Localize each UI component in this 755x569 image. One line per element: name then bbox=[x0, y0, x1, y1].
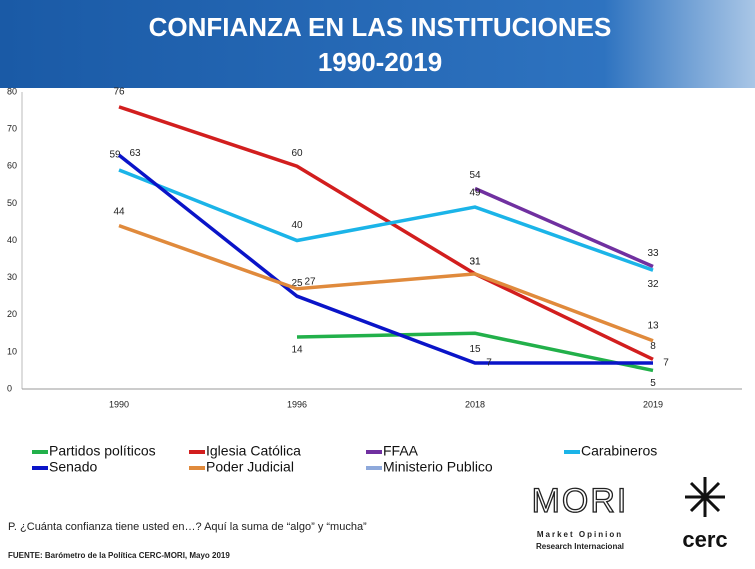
y-tick-label: 40 bbox=[7, 235, 17, 245]
data-label: 54 bbox=[469, 170, 481, 181]
y-tick-label: 60 bbox=[7, 161, 17, 171]
data-label: 32 bbox=[647, 279, 659, 290]
source: FUENTE: Barómetro de la Política CERC-MO… bbox=[8, 551, 230, 560]
legend-label: FFAA bbox=[383, 443, 419, 459]
legend-label: Iglesia Católica bbox=[206, 443, 301, 459]
x-tick-label: 1996 bbox=[287, 399, 307, 409]
x-tick-label: 1990 bbox=[109, 399, 129, 409]
x-tick-label: 2019 bbox=[643, 399, 663, 409]
logo-mori-line2: Research Internacional bbox=[536, 542, 624, 551]
logo-mori-line1: Market Opinion bbox=[537, 530, 623, 539]
data-label: 13 bbox=[647, 320, 659, 331]
legend-label: Carabineros bbox=[581, 443, 657, 459]
data-label: 76 bbox=[113, 86, 125, 97]
y-tick-label: 20 bbox=[7, 309, 17, 319]
data-label: 44 bbox=[113, 206, 125, 217]
x-tick-label: 2018 bbox=[465, 399, 485, 409]
legend-label: Partidos políticos bbox=[49, 443, 156, 459]
y-tick-label: 50 bbox=[7, 198, 17, 208]
question: P. ¿Cuánta confianza tiene usted en…? Aq… bbox=[8, 521, 367, 533]
data-label: 27 bbox=[304, 276, 316, 287]
data-label: 15 bbox=[469, 344, 481, 355]
legend-label: Senado bbox=[49, 459, 97, 475]
chart-title: CONFIANZA EN LAS INSTITUCIONES bbox=[149, 12, 612, 42]
data-label: 14 bbox=[291, 345, 303, 356]
logo-mori: MORI bbox=[532, 482, 629, 520]
data-label: 33 bbox=[647, 248, 659, 259]
data-label: 7 bbox=[486, 358, 492, 369]
y-tick-label: 10 bbox=[7, 346, 17, 356]
data-label: 7 bbox=[663, 358, 669, 369]
chart-subtitle: 1990-2019 bbox=[318, 47, 442, 77]
y-tick-label: 70 bbox=[7, 124, 17, 134]
data-label: 63 bbox=[129, 148, 141, 159]
data-label: 31 bbox=[469, 257, 481, 268]
data-label: 40 bbox=[291, 220, 303, 231]
y-tick-label: 80 bbox=[7, 86, 17, 96]
slide: CONFIANZA EN LAS INSTITUCIONES 1990-2019… bbox=[0, 0, 755, 569]
data-label: 49 bbox=[469, 188, 481, 199]
logo-cerc-mark bbox=[685, 477, 725, 517]
y-tick-label: 0 bbox=[7, 383, 12, 393]
y-tick-label: 30 bbox=[7, 272, 17, 282]
legend-label: Ministerio Publico bbox=[383, 459, 493, 475]
data-label: 8 bbox=[650, 341, 656, 352]
data-label: 5 bbox=[650, 378, 656, 389]
data-label: 60 bbox=[291, 148, 303, 159]
legend-label: Poder Judicial bbox=[206, 459, 294, 475]
logo-cerc: cerc bbox=[682, 527, 727, 552]
